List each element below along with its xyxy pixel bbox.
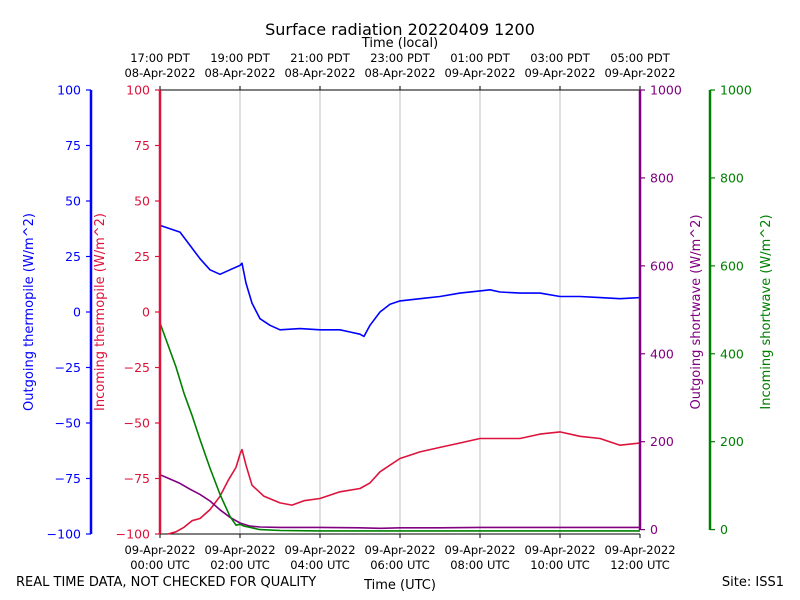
x-tick-label-utc-date: 09-Apr-2022 [604,543,675,557]
series-line-incoming_shortwave [159,322,640,532]
x-tick-label-utc-date: 09-Apr-2022 [124,543,195,557]
site-label: Site: ISS1 [721,575,784,590]
x-tick-label-utc-time: 08:00 UTC [450,558,510,572]
y-tick-label-incoming_shortwave: 1000 [720,83,752,98]
y-tick-label-outgoing_shortwave: 1000 [650,83,682,98]
x-tick-label-local-time: 23:00 PDT [370,51,431,65]
y-tick-label-outgoing_shortwave: 400 [650,346,674,361]
x-tick-label-utc-time: 06:00 UTC [370,558,430,572]
x-tick-label-utc-date: 09-Apr-2022 [284,543,355,557]
x-tick-label-local-time: 01:00 PDT [450,51,511,65]
x-tick-label-local-time: 17:00 PDT [130,51,191,65]
y-tick-label-outgoing_shortwave: 800 [650,170,674,185]
y-tick-label-incoming_thermopile: 75 [134,138,150,153]
y-tick-label-outgoing_shortwave: 200 [650,434,674,449]
y-tick-label-outgoing_thermopile: 25 [65,249,81,264]
x-tick-label-local-time: 05:00 PDT [610,51,671,65]
y-axis-label-incoming_shortwave: Incoming shortwave (W/m^2) [759,214,774,409]
x-tick-label-utc-date: 09-Apr-2022 [204,543,275,557]
x-tick-label-utc-time: 04:00 UTC [290,558,350,572]
y-tick-label-outgoing_thermopile: −50 [55,416,81,431]
series-line-outgoing_thermopile [159,224,641,338]
x-tick-label-local-date: 08-Apr-2022 [364,66,435,80]
y-tick-label-outgoing_shortwave: 600 [650,258,674,273]
y-tick-label-incoming_shortwave: 400 [720,346,744,361]
y-tick-label-outgoing_thermopile: −100 [47,527,81,542]
x-tick-label-utc-date: 09-Apr-2022 [364,543,435,557]
y-tick-label-outgoing_thermopile: 75 [65,138,81,153]
x-tick-label-local-date: 08-Apr-2022 [124,66,195,80]
chart-title: Surface radiation 20220409 1200 [265,20,535,39]
y-tick-label-outgoing_thermopile: 0 [73,305,81,320]
y-tick-label-incoming_shortwave: 0 [720,522,728,537]
x-tick-label-utc-date: 09-Apr-2022 [524,543,595,557]
y-tick-label-outgoing_shortwave: 0 [650,522,658,537]
x-tick-label-local-date: 08-Apr-2022 [284,66,355,80]
y-tick-label-incoming_thermopile: 100 [126,83,150,98]
y-tick-label-incoming_thermopile: −50 [124,416,150,431]
y-tick-label-incoming_shortwave: 800 [720,170,744,185]
y-tick-label-outgoing_thermopile: 50 [65,194,81,209]
y-tick-label-outgoing_thermopile: −25 [55,360,81,375]
x-tick-label-utc-date: 09-Apr-2022 [444,543,515,557]
x-tick-label-local-time: 19:00 PDT [210,51,271,65]
x-tick-label-local-date: 09-Apr-2022 [524,66,595,80]
x-tick-label-utc-time: 00:00 UTC [130,558,190,572]
x-tick-label-utc-time: 10:00 UTC [530,558,590,572]
x-tick-label-local-date: 08-Apr-2022 [204,66,275,80]
y-tick-label-outgoing_thermopile: 100 [57,83,81,98]
y-tick-label-incoming_thermopile: −25 [124,360,150,375]
y-tick-label-incoming_shortwave: 600 [720,258,744,273]
x-axis-label-bottom: Time (UTC) [363,578,436,593]
y-tick-label-incoming_thermopile: −100 [116,527,150,542]
series-line-incoming_thermopile [167,431,641,535]
x-tick-label-local-time: 03:00 PDT [530,51,591,65]
y-tick-label-outgoing_thermopile: −75 [55,471,81,486]
quality-notice: REAL TIME DATA, NOT CHECKED FOR QUALITY [16,575,317,590]
series-line-outgoing_shortwave [159,473,640,530]
x-tick-label-utc-time: 12:00 UTC [610,558,670,572]
x-axis-label-top: Time (local) [361,36,438,51]
x-tick-label-local-date: 09-Apr-2022 [604,66,675,80]
y-axis-label-outgoing_thermopile: Outgoing thermopile (W/m^2) [22,213,37,411]
x-tick-label-utc-time: 02:00 UTC [210,558,270,572]
y-tick-label-incoming_thermopile: 25 [134,249,150,264]
x-tick-label-local-date: 09-Apr-2022 [444,66,515,80]
y-tick-label-incoming_thermopile: −75 [124,471,150,486]
y-tick-label-incoming_thermopile: 50 [134,194,150,209]
y-axis-label-incoming_thermopile: Incoming thermopile (W/m^2) [93,213,108,411]
y-axis-label-outgoing_shortwave: Outgoing shortwave (W/m^2) [689,214,704,409]
x-tick-label-local-time: 21:00 PDT [290,51,351,65]
y-tick-label-incoming_thermopile: 0 [142,305,150,320]
y-tick-label-incoming_shortwave: 200 [720,434,744,449]
